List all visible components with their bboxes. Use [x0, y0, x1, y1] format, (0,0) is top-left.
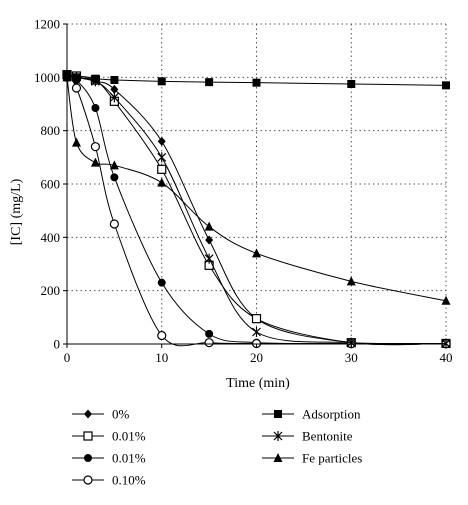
data-point [252, 78, 261, 87]
data-point [442, 81, 450, 90]
x-tick-label: 20 [250, 350, 263, 365]
y-axis-title: [IC] (mg/L) [9, 178, 24, 245]
y-tick-label: 200 [41, 283, 61, 298]
axes-layer: 0 200 400 600 800 1000 1200 0 10 20 30 40 [34, 17, 453, 366]
data-point [157, 330, 167, 341]
x-axis-title: Time (min) [226, 376, 290, 391]
data-point [83, 431, 93, 441]
series-line [66, 74, 447, 346]
series-5 [62, 69, 451, 349]
data-point [71, 83, 82, 93]
data-point [91, 104, 100, 112]
legend-item: 0% [72, 407, 130, 422]
data-point [274, 410, 282, 418]
legend-item: 0.10% [72, 473, 146, 488]
data-point [252, 327, 261, 337]
data-point [90, 157, 100, 167]
legend-label: Bentonite [302, 429, 353, 444]
data-point [157, 136, 166, 146]
data-point [157, 278, 166, 287]
x-tick-label: 30 [345, 350, 358, 365]
data-point [157, 77, 166, 86]
data-point [273, 453, 283, 462]
data-point [109, 219, 119, 229]
data-point [205, 235, 214, 245]
legend-label: 0.10% [112, 473, 146, 488]
legend-label: 0% [112, 407, 130, 422]
series-layer [62, 69, 451, 349]
legend: 0% 0.01% 0.01% 0.10% Adsorption Bentonite Fe p… [72, 407, 362, 488]
data-point [441, 295, 451, 305]
data-point [273, 431, 283, 441]
series-line [66, 74, 447, 345]
y-tick-label: 400 [41, 230, 61, 245]
data-point [346, 276, 356, 286]
y-tick-label: 1000 [34, 70, 60, 85]
legend-item: Fe particles [262, 451, 362, 466]
legend-item: Adsorption [262, 407, 361, 422]
data-point [109, 160, 119, 170]
data-point [91, 76, 100, 87]
legend-label: 0.01% [112, 451, 146, 466]
data-point [71, 137, 81, 147]
data-point [252, 248, 261, 258]
legend-label: 0.01% [112, 429, 146, 444]
y-tick-label: 600 [41, 177, 61, 192]
y-tick-label: 1200 [34, 17, 60, 32]
data-point [347, 80, 356, 88]
data-point [110, 84, 119, 94]
data-point [109, 92, 119, 103]
legend-item: 0.01% [72, 429, 146, 444]
data-point [204, 338, 214, 348]
x-tick-label: 40 [440, 350, 453, 365]
data-point [205, 329, 214, 338]
series-4 [63, 70, 450, 90]
data-point [110, 173, 119, 182]
data-point [157, 177, 167, 187]
data-point [72, 72, 81, 83]
data-point [205, 78, 214, 87]
series-6 [62, 72, 451, 305]
y-tick-label: 800 [41, 123, 61, 138]
data-point [83, 475, 93, 485]
data-point [157, 152, 167, 163]
legend-label: Fe particles [302, 451, 362, 466]
data-point [84, 409, 92, 419]
data-point [204, 253, 214, 264]
data-point [157, 164, 167, 174]
legend-item: 0.01% [72, 451, 146, 466]
legend-label: Adsorption [302, 407, 361, 422]
grid-layer [67, 23, 447, 344]
x-tick-label: 10 [155, 350, 168, 365]
data-point [110, 76, 119, 84]
data-point [251, 314, 262, 324]
legend-item: Bentonite [262, 429, 353, 444]
series-line [66, 76, 447, 347]
data-point [84, 454, 92, 462]
data-point [204, 221, 214, 231]
x-tick-label: 0 [64, 350, 71, 365]
series-line [66, 77, 447, 302]
y-tick-label: 0 [54, 337, 61, 352]
data-point [90, 142, 101, 152]
